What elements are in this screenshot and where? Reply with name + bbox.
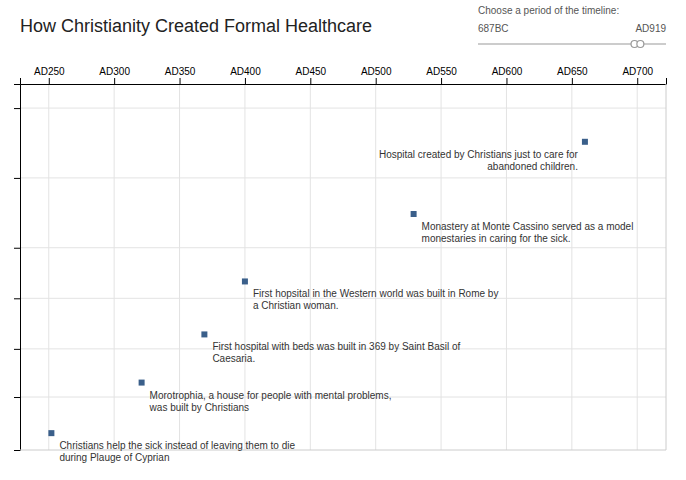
x-tick: AD650	[557, 66, 588, 84]
x-tick-label: AD650	[557, 66, 588, 77]
frame-right	[666, 84, 667, 450]
slider-label: Choose a period of the timeline:	[478, 5, 619, 16]
slider-handle	[637, 41, 644, 48]
marks	[48, 139, 588, 436]
x-tick-label: AD550	[426, 66, 457, 77]
x-tick-mark	[245, 78, 246, 84]
y-tick	[14, 298, 20, 299]
point	[582, 139, 588, 145]
point-label-line: First hopsital in the Western world was …	[253, 288, 498, 299]
point-label: First hopsital in the Western world was …	[253, 288, 498, 311]
x-tick-mark	[637, 78, 638, 84]
grid-line-y	[20, 177, 666, 178]
y-axis	[14, 85, 21, 451]
point	[201, 331, 207, 337]
point-label-line: monestaries in caring for the sick.	[422, 233, 571, 244]
x-tick: AD500	[361, 66, 392, 84]
grid-line-y	[20, 108, 666, 109]
x-axis: AD250 AD300 AD350 AD400 AD450 AD500 AD550 AD600…	[21, 66, 667, 85]
y-tick-mark	[14, 349, 20, 350]
y-tick	[14, 349, 20, 350]
y-tick	[14, 108, 20, 109]
slider: Choose a period of the timeline: 687BC AD9…	[478, 5, 666, 48]
point-label-line: Monastery at Monte Cassino served as a m…	[422, 221, 634, 232]
x-tick-label: AD300	[99, 66, 130, 77]
point-label-line: Hospital created by Christians just to c…	[379, 149, 579, 160]
y-tick-mark	[14, 248, 20, 249]
y-tick-mark	[14, 108, 20, 109]
grid-line-x	[114, 84, 115, 450]
x-tick: AD700	[622, 66, 653, 84]
y-tick-mark	[14, 178, 20, 179]
labels: Hospital created by Christians just to c…	[59, 149, 633, 463]
x-tick-mark	[506, 78, 507, 84]
x-tick-mark	[180, 78, 181, 84]
x-tick: AD350	[165, 66, 196, 84]
point-label-line: First hospital with beds was built in 36…	[212, 341, 460, 352]
x-tick-mark	[441, 78, 442, 84]
x-tick-mark	[376, 78, 377, 84]
slider-max-label: AD919	[635, 23, 666, 34]
y-axis-line	[14, 85, 21, 451]
x-tick-mark	[114, 78, 115, 84]
point	[411, 211, 417, 217]
x-tick-mark	[572, 78, 573, 84]
point-label-line: Christians help the sick instead of leav…	[59, 440, 295, 451]
point-label: First hospital with beds was built in 36…	[212, 341, 460, 364]
y-tick-mark	[14, 397, 20, 398]
point-label-line: Caesaria.	[212, 353, 255, 364]
x-tick: AD600	[492, 66, 523, 84]
grid-line-x	[637, 84, 638, 450]
chart: How Christianity Created Formal Healthca…	[0, 0, 686, 480]
x-tick-mark	[49, 78, 50, 84]
y-tick	[14, 178, 20, 179]
point-label-line: during Plauge of Cyprian	[59, 452, 169, 463]
x-tick-label: AD600	[492, 66, 523, 77]
x-tick: AD550	[426, 66, 457, 84]
x-tick: AD300	[99, 66, 130, 84]
point-label-line: a Christian woman.	[253, 300, 339, 311]
x-tick: AD250	[34, 66, 65, 84]
title: How Christianity Created Formal Healthca…	[20, 16, 372, 36]
point	[139, 380, 145, 386]
plot: AD250 AD300 AD350 AD400 AD450 AD500 AD550 AD600…	[14, 66, 667, 463]
grid-line-x	[571, 84, 572, 450]
grid-line-x	[506, 84, 507, 450]
grid	[20, 84, 666, 450]
y-tick	[14, 397, 20, 398]
x-tick-label: AD450	[296, 66, 327, 77]
grid-line-y	[20, 247, 666, 248]
point	[48, 430, 54, 436]
grid-line-x	[48, 84, 49, 450]
y-tick	[14, 248, 20, 249]
slider-min-label: 687BC	[478, 23, 509, 34]
grid-line-x	[441, 84, 442, 450]
point-label: Monastery at Monte Cassino served as a m…	[422, 221, 634, 244]
point	[242, 278, 248, 284]
point-label-line: Morotrophia, a house for people with men…	[150, 390, 392, 401]
x-tick-label: AD700	[622, 66, 653, 77]
point-label-line: abandoned children.	[487, 161, 578, 172]
point-label: Morotrophia, a house for people with men…	[149, 390, 392, 413]
point-label: Hospital created by Christians just to c…	[379, 149, 579, 172]
x-axis-line	[21, 78, 667, 85]
x-tick-label: AD350	[165, 66, 196, 77]
point-label: Christians help the sick instead of leav…	[59, 440, 295, 463]
x-tick-label: AD250	[34, 66, 65, 77]
x-tick: AD450	[296, 66, 327, 84]
point-label-line: was built by Christians	[149, 402, 249, 413]
y-tick-mark	[14, 298, 20, 299]
x-tick-label: AD500	[361, 66, 392, 77]
x-tick-mark	[310, 78, 311, 84]
x-tick: AD400	[230, 66, 261, 84]
x-tick-label: AD400	[230, 66, 261, 77]
